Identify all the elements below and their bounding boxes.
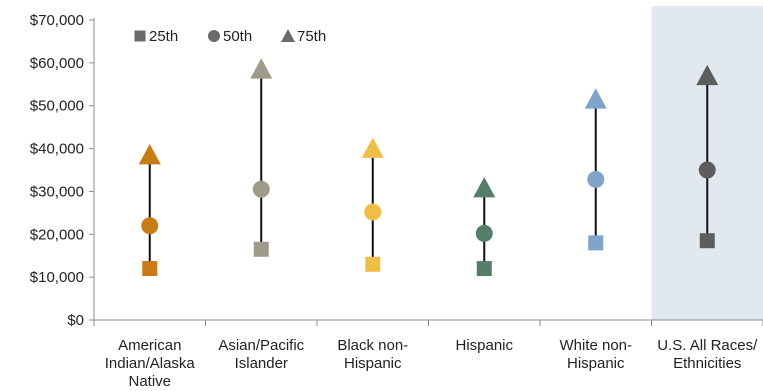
marker-25th: [142, 261, 158, 277]
marker-25th: [588, 235, 604, 251]
legend-label: 75th: [297, 28, 326, 45]
y-tick-label: $50,000: [30, 98, 84, 115]
category-label-line: Indian/Alaska: [105, 355, 196, 372]
marker-25th: [699, 233, 715, 249]
marker-25th: [365, 256, 381, 272]
category-label-line: Hispanic: [567, 355, 625, 372]
legend-label: 25th: [149, 28, 178, 45]
marker-75th: [138, 144, 161, 165]
marker-50th: [252, 180, 270, 198]
marker-50th: [364, 203, 382, 221]
category-label-line: Ethnicities: [673, 355, 741, 372]
category-label: Hispanic: [455, 337, 513, 354]
marker-25th: [476, 261, 492, 277]
category-label-line: White non-: [559, 337, 632, 354]
category-label-line: American: [118, 337, 181, 354]
y-tick-label: $60,000: [30, 55, 84, 72]
category-label-line: Islander: [235, 355, 288, 372]
y-tick-label: $40,000: [30, 141, 84, 158]
marker-75th: [696, 64, 719, 86]
category-label: Asian/Pacific Islander: [218, 337, 304, 372]
category-label-line: Asian/Pacific: [218, 337, 304, 354]
category-label: U.S. All Races/Ethnicities: [657, 337, 758, 372]
category-label-line: Black non-: [337, 337, 408, 354]
marker-50th: [141, 217, 159, 235]
legend: 25th 50th 75th: [134, 28, 326, 45]
y-tick-label: $20,000: [30, 226, 84, 243]
marker-75th: [584, 88, 607, 109]
marker-50th: [698, 161, 716, 179]
legend-label: 50th: [223, 28, 252, 45]
category-label: Black non-Hispanic: [337, 337, 408, 372]
category-label-line: U.S. All Races/: [657, 337, 758, 354]
y-tick-label: $30,000: [30, 183, 84, 200]
category-label-line: Native: [128, 373, 171, 390]
legend-marker-circle: [208, 30, 220, 42]
markers-layer: [138, 58, 719, 277]
range-lines-layer: [148, 69, 709, 269]
category-label-line: Hispanic: [455, 337, 513, 354]
legend-marker-triangle: [281, 29, 295, 42]
category-label-line: Hispanic: [344, 355, 402, 372]
marker-50th: [587, 170, 605, 188]
y-tick-label: $0: [67, 312, 84, 329]
marker-50th: [475, 224, 493, 242]
axis-layer: $0 $10,000 $20,000 $30,000 $40,000 $50,000 $60…: [30, 12, 763, 329]
y-tick-label: $10,000: [30, 269, 84, 286]
marker-75th: [473, 177, 496, 198]
marker-25th: [253, 241, 269, 257]
legend-marker-square: [134, 30, 146, 42]
category-label: White non-Hispanic: [559, 337, 632, 372]
marker-75th: [361, 137, 384, 158]
y-tick-label: $70,000: [30, 12, 84, 29]
category-labels-layer: American Indian/Alaska Native Asian/Pacific…: [105, 337, 758, 390]
category-label: American Indian/Alaska Native: [105, 337, 196, 390]
marker-75th: [250, 58, 273, 79]
